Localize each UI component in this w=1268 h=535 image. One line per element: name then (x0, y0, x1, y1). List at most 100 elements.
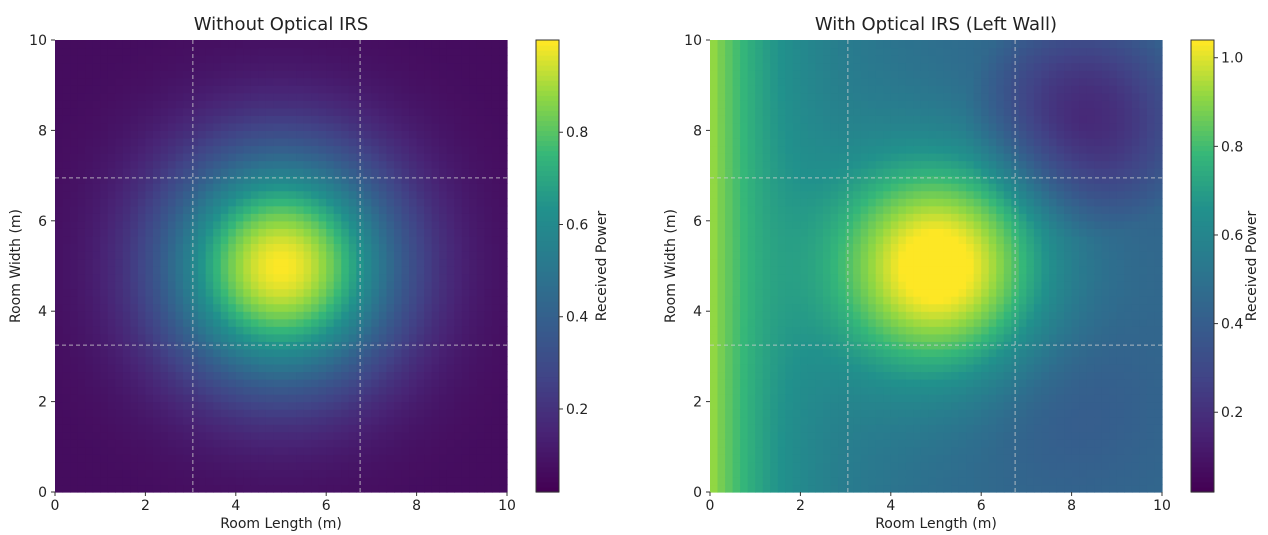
heatmap-cell (311, 289, 319, 297)
heatmap-cell (853, 417, 861, 425)
heatmap-cell (251, 236, 259, 244)
heatmap-cell (364, 70, 372, 78)
heatmap-cell (63, 48, 71, 56)
heatmap-cell (289, 40, 297, 48)
heatmap-cell (469, 432, 477, 440)
heatmap-cell (183, 70, 191, 78)
heatmap-cell (334, 409, 342, 417)
heatmap-cell (198, 40, 206, 48)
heatmap-cell (793, 63, 801, 71)
heatmap-cell (160, 356, 168, 364)
heatmap-cell (153, 251, 161, 259)
heatmap-cell (145, 93, 153, 101)
heatmap-cell (439, 364, 447, 372)
heatmap-cell (484, 206, 492, 214)
heatmap-cell (334, 311, 342, 319)
heatmap-cell (100, 387, 108, 395)
heatmap-cell (198, 198, 206, 206)
heatmap-cell (198, 183, 206, 191)
colorbar-segment (536, 181, 559, 187)
heatmap-cell (183, 326, 191, 334)
heatmap-cell (198, 161, 206, 169)
heatmap-cell (808, 100, 816, 108)
heatmap-cell (740, 447, 748, 455)
heatmap-cell (100, 432, 108, 440)
heatmap-cell (100, 168, 108, 176)
heatmap-cell (63, 274, 71, 282)
heatmap-cell (823, 93, 831, 101)
heatmap-cell (296, 266, 304, 274)
colorbar-segment (536, 387, 559, 393)
heatmap-cell (815, 311, 823, 319)
heatmap-cell (304, 364, 312, 372)
heatmap-cell (176, 334, 184, 342)
heatmap-cell (236, 394, 244, 402)
heatmap-cell (469, 198, 477, 206)
heatmap-cell (319, 281, 327, 289)
heatmap-cell (379, 439, 387, 447)
heatmap-cell (417, 221, 425, 229)
heatmap-cell (341, 55, 349, 63)
heatmap-cell (160, 145, 168, 153)
heatmap-cell (763, 334, 771, 342)
heatmap-cell (710, 251, 718, 259)
heatmap-cell (153, 304, 161, 312)
heatmap-cell (319, 311, 327, 319)
heatmap-cell (213, 387, 221, 395)
heatmap-cell (138, 266, 146, 274)
heatmap-cell (740, 296, 748, 304)
heatmap-cell (100, 123, 108, 131)
heatmap-cell (243, 281, 251, 289)
heatmap-cell (424, 70, 432, 78)
heatmap-cell (409, 469, 417, 477)
heatmap-cell (770, 462, 778, 470)
heatmap-cell (168, 289, 176, 297)
heatmap-cell (808, 243, 816, 251)
heatmap-cell (815, 70, 823, 78)
heatmap-cell (138, 168, 146, 176)
heatmap-cell (484, 349, 492, 357)
heatmap-cell (145, 48, 153, 56)
heatmap-cell (733, 78, 741, 86)
heatmap-cell (183, 161, 191, 169)
heatmap-cell (304, 454, 312, 462)
heatmap-cell (823, 484, 831, 492)
heatmap-cell (815, 326, 823, 334)
heatmap-cell (311, 356, 319, 364)
heatmap-cell (228, 356, 236, 364)
heatmap-cell (349, 319, 357, 327)
colorbar-segment (536, 75, 559, 81)
heatmap-cell (394, 115, 402, 123)
heatmap-cell (725, 100, 733, 108)
heatmap-cell (311, 93, 319, 101)
heatmap-cell (130, 334, 138, 342)
heatmap-cell (386, 123, 394, 131)
x-tick-label: 8 (412, 498, 421, 514)
heatmap-cell (853, 349, 861, 357)
heatmap-cell (417, 432, 425, 440)
heatmap-cell (198, 424, 206, 432)
heatmap-cell (499, 191, 507, 199)
heatmap-cell (228, 409, 236, 417)
heatmap-cell (763, 402, 771, 410)
heatmap-cell (823, 454, 831, 462)
heatmap-cell (718, 274, 726, 282)
heatmap-cell (206, 454, 214, 462)
heatmap-cell (85, 100, 93, 108)
heatmap-cell (469, 409, 477, 417)
heatmap-cell (447, 168, 455, 176)
heatmap-cell (160, 304, 168, 312)
heatmap-cell (251, 364, 259, 372)
heatmap-cell (191, 108, 199, 116)
heatmap-cell (123, 236, 131, 244)
heatmap-cell (334, 93, 342, 101)
heatmap-cell (838, 394, 846, 402)
heatmap-cell (424, 439, 432, 447)
heatmap-cell (243, 371, 251, 379)
heatmap-cell (108, 454, 116, 462)
heatmap-cell (289, 206, 297, 214)
heatmap-cell (311, 394, 319, 402)
heatmap-cell (364, 78, 372, 86)
heatmap-cell (63, 100, 71, 108)
heatmap-cell (138, 364, 146, 372)
